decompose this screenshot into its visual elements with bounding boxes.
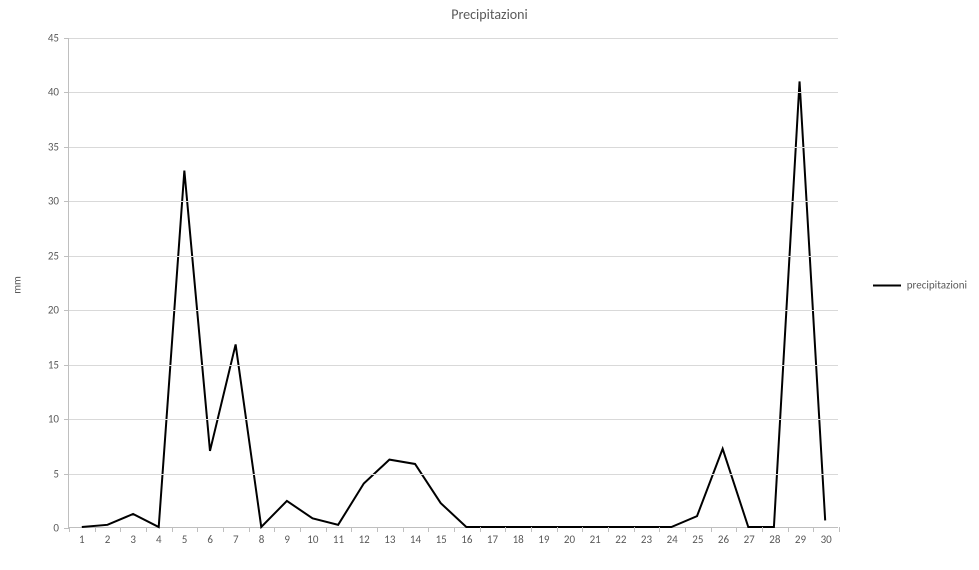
x-tick-mark — [197, 527, 198, 532]
x-tick-label: 16 — [461, 533, 472, 546]
x-tick-mark — [736, 527, 737, 532]
x-tick-label: 25 — [692, 533, 703, 546]
x-tick-label: 7 — [233, 533, 239, 546]
x-tick-mark — [582, 527, 583, 532]
x-tick-label: 29 — [795, 533, 806, 546]
chart-title: Precipitazioni — [0, 6, 979, 23]
x-tick-label: 6 — [207, 533, 213, 546]
x-tick-mark — [403, 527, 404, 532]
gridline — [69, 201, 838, 202]
gridline — [69, 92, 838, 93]
x-tick-label: 4 — [156, 533, 162, 546]
x-tick-mark — [274, 527, 275, 532]
x-tick-label: 8 — [259, 533, 265, 546]
x-tick-label: 20 — [564, 533, 575, 546]
x-tick-mark — [95, 527, 96, 532]
y-tick-label: 30 — [19, 195, 59, 208]
gridline — [69, 474, 838, 475]
x-tick-mark — [326, 527, 327, 532]
x-tick-label: 28 — [769, 533, 780, 546]
gridline — [69, 147, 838, 148]
y-tick-label: 5 — [19, 467, 59, 480]
gridline — [69, 256, 838, 257]
gridline — [69, 365, 838, 366]
x-tick-label: 5 — [182, 533, 188, 546]
legend-line-swatch — [873, 284, 901, 286]
x-tick-label: 23 — [641, 533, 652, 546]
x-tick-mark — [146, 527, 147, 532]
x-tick-label: 24 — [667, 533, 678, 546]
x-tick-label: 18 — [513, 533, 524, 546]
y-axis-label: mm — [10, 276, 23, 294]
x-tick-mark — [531, 527, 532, 532]
x-tick-mark — [685, 527, 686, 532]
gridline — [69, 310, 838, 311]
x-tick-label: 17 — [487, 533, 498, 546]
precipitation-chart: Precipitazioni mm 0510152025303540451234… — [0, 0, 979, 570]
x-tick-mark — [300, 527, 301, 532]
y-tick-mark — [64, 38, 69, 39]
x-tick-mark — [839, 527, 840, 532]
legend: precipitazioni — [873, 279, 967, 292]
x-tick-label: 3 — [130, 533, 136, 546]
x-tick-mark — [351, 527, 352, 532]
x-tick-label: 14 — [410, 533, 421, 546]
x-tick-label: 2 — [105, 533, 111, 546]
x-tick-mark — [634, 527, 635, 532]
y-tick-label: 15 — [19, 358, 59, 371]
x-tick-label: 10 — [307, 533, 318, 546]
x-tick-mark — [813, 527, 814, 532]
x-tick-mark — [711, 527, 712, 532]
x-tick-mark — [428, 527, 429, 532]
line-series-svg — [69, 38, 838, 527]
x-tick-label: 1 — [79, 533, 85, 546]
y-tick-mark — [64, 147, 69, 148]
x-tick-mark — [120, 527, 121, 532]
y-tick-label: 40 — [19, 86, 59, 99]
y-tick-label: 25 — [19, 249, 59, 262]
y-tick-label: 0 — [19, 522, 59, 535]
series-line-precipitazioni — [82, 81, 825, 527]
x-tick-label: 11 — [333, 533, 344, 546]
x-tick-mark — [608, 527, 609, 532]
gridline — [69, 419, 838, 420]
x-tick-mark — [505, 527, 506, 532]
x-tick-label: 15 — [436, 533, 447, 546]
x-tick-label: 9 — [284, 533, 290, 546]
legend-label: precipitazioni — [907, 279, 967, 292]
y-tick-label: 45 — [19, 32, 59, 45]
x-tick-label: 19 — [538, 533, 549, 546]
x-tick-label: 22 — [615, 533, 626, 546]
y-tick-mark — [64, 419, 69, 420]
y-tick-mark — [64, 256, 69, 257]
y-tick-label: 20 — [19, 304, 59, 317]
y-tick-mark — [64, 92, 69, 93]
y-tick-mark — [64, 474, 69, 475]
y-tick-label: 35 — [19, 140, 59, 153]
y-tick-mark — [64, 365, 69, 366]
x-tick-mark — [762, 527, 763, 532]
x-tick-label: 27 — [744, 533, 755, 546]
x-tick-mark — [659, 527, 660, 532]
x-tick-label: 13 — [384, 533, 395, 546]
plot-area: 0510152025303540451234567891011121314151… — [68, 38, 838, 528]
x-tick-mark — [557, 527, 558, 532]
x-tick-label: 30 — [821, 533, 832, 546]
x-tick-mark — [480, 527, 481, 532]
x-tick-mark — [223, 527, 224, 532]
x-tick-label: 21 — [590, 533, 601, 546]
x-tick-mark — [454, 527, 455, 532]
x-tick-mark — [788, 527, 789, 532]
x-tick-mark — [172, 527, 173, 532]
y-tick-mark — [64, 201, 69, 202]
y-tick-label: 10 — [19, 413, 59, 426]
y-tick-mark — [64, 310, 69, 311]
x-tick-label: 26 — [718, 533, 729, 546]
gridline — [69, 38, 838, 39]
x-tick-mark — [249, 527, 250, 532]
x-tick-mark — [377, 527, 378, 532]
x-tick-mark — [69, 527, 70, 532]
x-tick-label: 12 — [359, 533, 370, 546]
